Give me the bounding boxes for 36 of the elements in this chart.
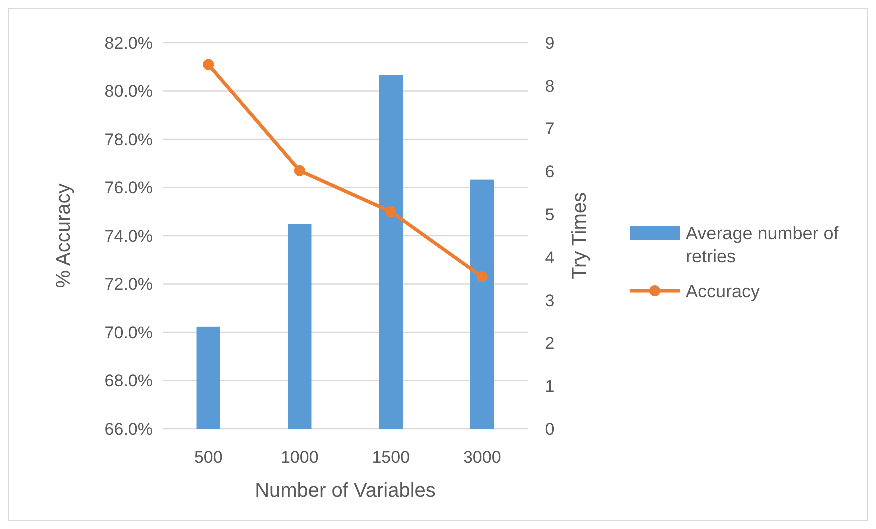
y-tick-label: 80.0% (104, 82, 153, 102)
y-tick-label: 74.0% (104, 226, 153, 246)
point (294, 165, 306, 176)
y-tick-label: 70.0% (104, 323, 153, 342)
y2-tick-label: 2 (545, 334, 555, 354)
legend-label: Average number of retries (686, 223, 840, 267)
y2-tick-label: 5 (545, 206, 555, 225)
y2-tick-label: 4 (545, 248, 555, 268)
point (476, 272, 488, 283)
y-tick-label: 76.0% (104, 178, 153, 198)
y2-tick-label: 7 (545, 120, 555, 139)
y2-tick-label: 3 (545, 291, 555, 310)
bar (470, 180, 494, 429)
y-tick-label: 68.0% (104, 372, 153, 391)
y-tick-label: 66.0% (104, 420, 153, 439)
y2-tick-label: 1 (545, 377, 555, 396)
bar (379, 75, 403, 429)
x-tick-label: 1000 (280, 448, 319, 467)
bar (288, 224, 312, 429)
x-axis-title: Number of Variables (255, 480, 436, 502)
point (203, 59, 214, 70)
point (386, 206, 397, 218)
y-axis-title: % Accuracy (53, 184, 75, 288)
y-tick-label: 78.0% (104, 130, 153, 150)
x-tick-label: 3000 (463, 448, 502, 467)
x-tick-label: 1500 (372, 448, 410, 467)
bar (196, 326, 220, 429)
y-tick-label: 82.0% (104, 34, 153, 53)
y2-tick-label: 0 (545, 420, 555, 439)
x-tick-label: 500 (194, 448, 223, 467)
y2-tick-label: 8 (545, 76, 555, 96)
y-tick-label: 72.0% (104, 275, 153, 294)
y2-tick-label: 6 (545, 162, 555, 182)
legend-label: Accuracy (686, 281, 760, 302)
y2-tick-label: 9 (545, 34, 555, 53)
y2-axis-title: Try Times (569, 192, 591, 280)
